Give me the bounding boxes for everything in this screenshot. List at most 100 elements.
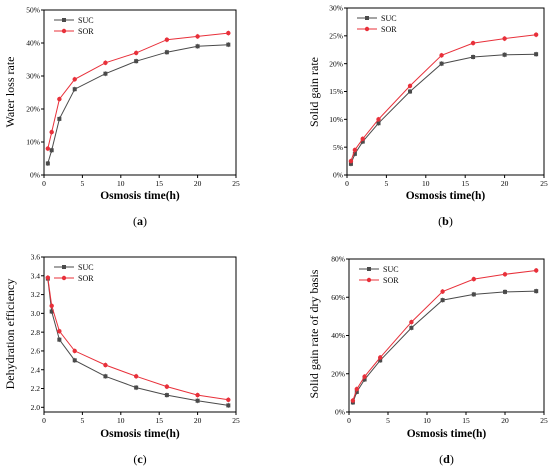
- x-tick-label-c: 25: [232, 416, 240, 425]
- point-sor-d: [534, 268, 539, 273]
- point-sor-c: [45, 275, 51, 280]
- y-tick-label-d: 0%: [335, 408, 345, 417]
- point-sor-a: [49, 129, 54, 135]
- y-tick-label-b: 10%: [329, 115, 343, 124]
- x-tick-label-b: 10: [422, 179, 430, 188]
- point-sor-b: [502, 36, 507, 41]
- legend-marker-suc-d: [367, 267, 371, 271]
- y-tick-label-c: 3.6: [31, 253, 41, 262]
- x-tick-label-d: 5: [386, 416, 390, 425]
- point-suc-b: [348, 161, 353, 166]
- point-sor-c: [226, 397, 231, 402]
- legend-marker-sor-a: [61, 28, 67, 34]
- x-tick-label-d: 25: [540, 416, 548, 425]
- y-tick-label-c: 2.6: [31, 347, 41, 356]
- point-suc-b: [376, 121, 381, 126]
- point-suc-d: [503, 289, 507, 294]
- x-tick-label-d: 15: [462, 416, 470, 425]
- y-tick-label-a: 50%: [26, 6, 40, 15]
- plot-frame-a: [43, 9, 237, 176]
- point-sor-b: [439, 53, 444, 58]
- panel-label-d: (d): [439, 452, 454, 466]
- point-sor-a: [164, 37, 170, 42]
- legend-label-suc-d: SUC: [383, 265, 399, 274]
- x-tick-label-d: 0: [347, 416, 351, 425]
- panel-d: 0 5 10 15 20 25 0% 20% 40% 60% 80% SUC SOR Solid gain…: [307, 255, 548, 466]
- point-sor-c: [195, 392, 200, 398]
- legend-marker-suc-b: [365, 16, 369, 20]
- point-sor-a: [195, 34, 200, 39]
- x-axis-label-d: Osmosis time(h): [407, 428, 487, 440]
- point-suc-a: [72, 87, 77, 92]
- y-axis-label-c: Dehydration efficiency: [3, 279, 17, 390]
- point-suc-c: [72, 358, 77, 363]
- y-tick-label-c: 2.8: [31, 328, 41, 337]
- point-suc-d: [534, 289, 539, 294]
- point-suc-d: [409, 325, 414, 330]
- point-suc-a: [195, 44, 200, 49]
- point-sor-b: [533, 32, 539, 37]
- y-axis-label-a: Water loss rate: [3, 56, 17, 127]
- series-line-sor-c: [47, 277, 229, 401]
- point-suc-b: [360, 139, 365, 144]
- y-tick-label-b: 0%: [333, 171, 343, 180]
- x-tick-label-c: 20: [194, 416, 202, 425]
- y-tick-label-b: 15%: [329, 87, 343, 96]
- point-suc-a: [45, 161, 50, 166]
- x-tick-label-b: 25: [540, 179, 548, 188]
- point-suc-c: [103, 374, 108, 379]
- point-sor-a: [133, 50, 139, 56]
- x-axis-label-a: Osmosis time(h): [100, 190, 180, 202]
- y-tick-label-c: 3.0: [31, 309, 41, 318]
- y-tick-label-a: 30%: [26, 72, 40, 81]
- y-tick-label-c: 3.2: [31, 290, 41, 299]
- panel-b: 0 5 10 15 20 25 0% 5% 10% 15% 20% 25% 30% SUC SOR Solid…: [307, 4, 548, 228]
- y-tick-label-d: 60%: [331, 293, 345, 302]
- series-line-sor-b: [350, 34, 537, 162]
- point-suc-d: [471, 292, 476, 297]
- point-suc-a: [103, 71, 108, 76]
- point-suc-a: [49, 148, 54, 153]
- x-tick-label-a: 10: [117, 179, 125, 188]
- point-suc-b: [352, 151, 357, 156]
- point-sor-a: [57, 96, 62, 102]
- point-suc-b: [471, 54, 476, 59]
- plot-frame-c: [43, 256, 237, 413]
- point-sor-c: [103, 362, 108, 368]
- x-axis-label-b: Osmosis time(h): [406, 190, 486, 202]
- y-tick-label-b: 25%: [329, 31, 343, 40]
- point-suc-c: [226, 403, 231, 408]
- x-axis-label-c: Osmosis time(h): [100, 428, 180, 440]
- point-suc-c: [195, 398, 200, 403]
- y-tick-label-b: 20%: [329, 59, 343, 68]
- x-tick-label-c: 10: [117, 416, 125, 425]
- x-tick-label-b: 15: [461, 179, 469, 188]
- point-suc-d: [362, 377, 367, 382]
- point-suc-c: [57, 337, 62, 342]
- legend-marker-sor-b: [364, 26, 370, 32]
- x-tick-label-a: 20: [194, 179, 202, 188]
- x-tick-label-a: 25: [232, 179, 240, 188]
- y-tick-label-a: 40%: [26, 39, 40, 48]
- y-tick-label-d: 40%: [331, 331, 345, 340]
- y-tick-label-a: 0%: [30, 171, 40, 180]
- x-tick-label-c: 15: [155, 416, 163, 425]
- point-suc-a: [164, 50, 169, 55]
- x-tick-label-c: 5: [81, 416, 85, 425]
- point-suc-b: [408, 89, 413, 94]
- point-sor-d: [502, 272, 508, 277]
- point-suc-c: [164, 393, 169, 398]
- panel-c: 0 5 10 15 20 25 2.0 2.2 2.4 2.6 2.8 3.0 3.2 3.4 3.6 SUC…: [3, 253, 240, 466]
- panel-label-a: (a): [133, 214, 147, 228]
- y-tick-label-b: 5%: [333, 143, 343, 152]
- y-tick-label-c: 2.4: [31, 365, 41, 374]
- y-tick-label-c: 3.4: [31, 271, 41, 280]
- point-suc-a: [134, 59, 139, 64]
- panel-label-c: (c): [133, 452, 146, 466]
- point-suc-b: [502, 52, 507, 57]
- point-suc-d: [354, 389, 359, 394]
- point-sor-d: [471, 276, 476, 282]
- point-sor-b: [352, 147, 358, 153]
- point-sor-a: [103, 60, 108, 65]
